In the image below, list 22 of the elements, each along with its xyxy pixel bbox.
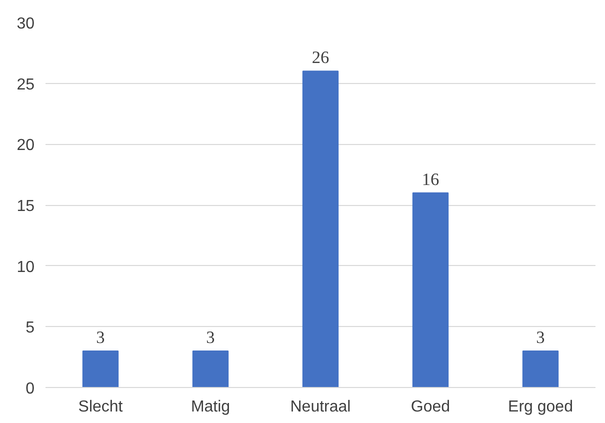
data-label: 16 xyxy=(422,170,440,189)
data-label: 3 xyxy=(96,328,105,347)
y-tick-label: 10 xyxy=(16,258,35,276)
data-label: 26 xyxy=(312,48,330,68)
y-tick-label: 30 xyxy=(16,16,35,32)
y-tick-label: 0 xyxy=(26,380,35,398)
x-tick-label: Slecht xyxy=(78,398,124,416)
y-tick-label: 25 xyxy=(16,76,35,94)
data-label: 3 xyxy=(206,328,215,347)
bar xyxy=(82,350,119,388)
bar xyxy=(522,350,559,388)
x-tick-label: Erg goed xyxy=(508,398,573,416)
bar xyxy=(412,192,449,388)
x-tick-label: Neutraal xyxy=(290,398,351,416)
bar xyxy=(302,70,339,388)
x-tick-label: Matig xyxy=(190,398,230,416)
x-tick-label: Goed xyxy=(410,398,450,416)
y-tick-label: 15 xyxy=(16,198,35,215)
data-label: 3 xyxy=(536,328,545,347)
y-tick-label: 5 xyxy=(26,320,35,337)
bar xyxy=(192,350,229,388)
y-tick-label: 20 xyxy=(16,137,35,154)
